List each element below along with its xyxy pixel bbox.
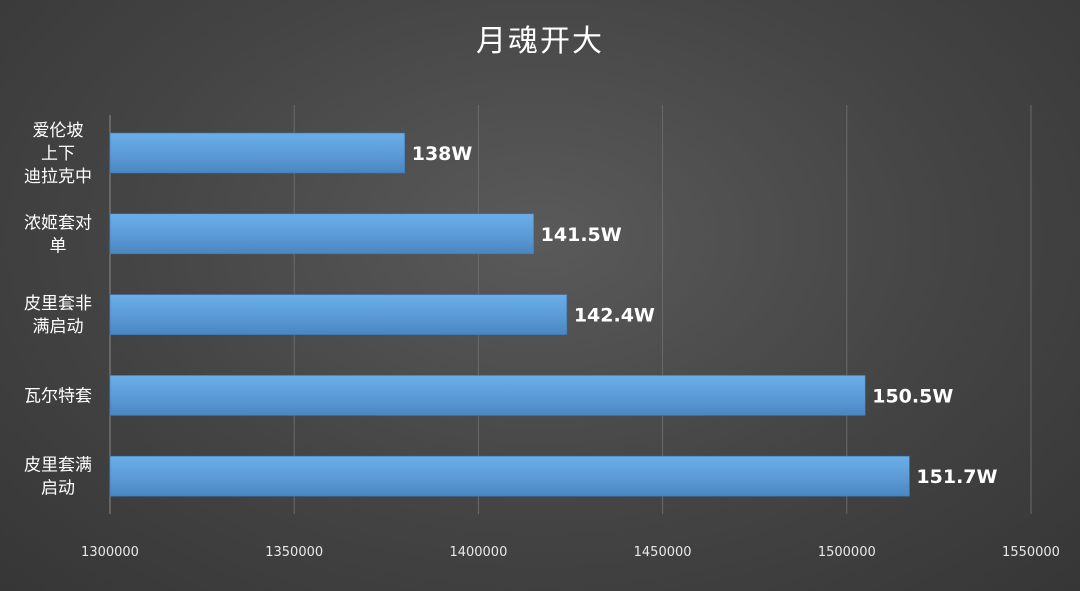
category-label: 瓦尔特套: [24, 386, 92, 406]
category-label: 爱伦坡上下迪拉克中: [24, 121, 92, 187]
bar-data-label: 142.4W: [574, 305, 655, 327]
x-tick-label: 1500000: [818, 545, 876, 560]
category-label: 浓姬套对单: [24, 213, 92, 256]
x-tick-label: 1550000: [1002, 545, 1060, 560]
x-tick-label: 1400000: [449, 545, 507, 560]
bars: [109, 132, 910, 497]
bar-data-label: 141.5W: [541, 224, 622, 246]
bar: [109, 213, 534, 255]
category-label: 皮里套非满启动: [24, 294, 92, 337]
bar-data-label: 138W: [412, 143, 473, 165]
x-tick-label: 1300000: [81, 545, 139, 560]
labels: 1300000 1350000 1400000 1450000 1500000 15500…: [24, 121, 1060, 560]
category-label: 皮里套满启动: [24, 456, 92, 499]
bar: [109, 455, 910, 497]
x-tick-label: 1450000: [634, 545, 692, 560]
bar-data-label: 151.7W: [916, 466, 997, 488]
bar: [109, 375, 866, 416]
chart-title: 月魂开大: [476, 24, 604, 59]
bar: [109, 132, 406, 174]
bar-data-label: 150.5W: [872, 385, 953, 407]
bar: [109, 294, 568, 335]
x-tick-label: 1350000: [265, 545, 323, 560]
